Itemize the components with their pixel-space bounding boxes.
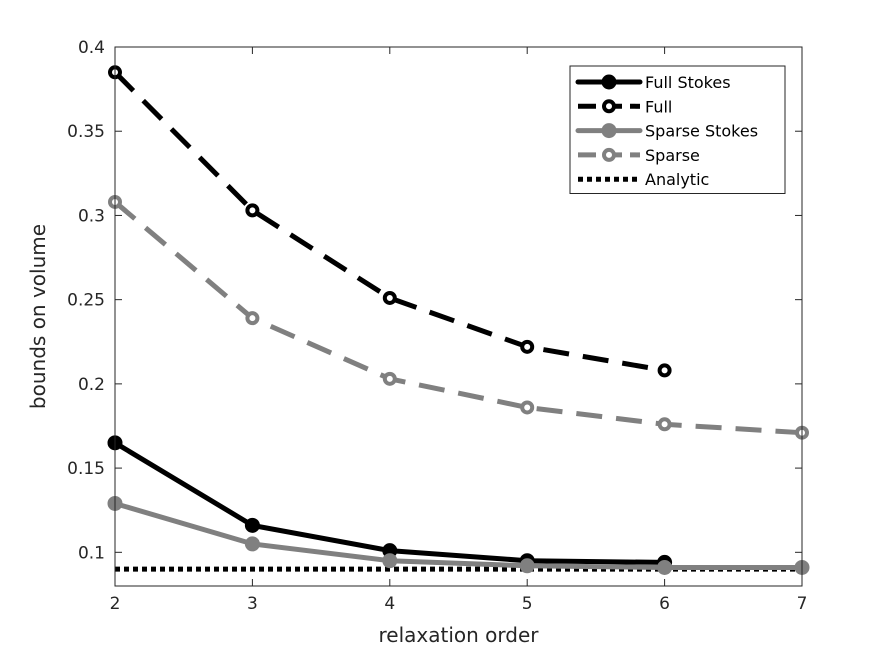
series-line-sparse-stokes bbox=[112, 500, 805, 570]
data-point-sparse bbox=[245, 311, 260, 326]
data-point-sparse bbox=[382, 371, 397, 386]
x-tick-label: 7 bbox=[797, 594, 808, 614]
series-full-stokes bbox=[107, 435, 673, 570]
legend-marker bbox=[601, 74, 617, 90]
axes-box bbox=[114, 46, 803, 587]
y-tick-label: 0.3 bbox=[78, 206, 105, 226]
y-tick-label: 0.35 bbox=[67, 122, 105, 142]
legend-entry-full: Full bbox=[578, 97, 672, 116]
data-point-full bbox=[245, 203, 260, 218]
series-line-sparse bbox=[113, 200, 803, 436]
data-point-sparse-stokes bbox=[244, 536, 260, 552]
legend-entry-analytic: Analytic bbox=[578, 170, 709, 189]
y-tick-label: 0.4 bbox=[78, 38, 105, 58]
y-tick-label: 0.1 bbox=[78, 543, 105, 563]
x-tick-label: 2 bbox=[110, 594, 121, 614]
series-line-full bbox=[113, 70, 666, 373]
series-full bbox=[108, 65, 672, 378]
data-point-sparse-stokes bbox=[657, 559, 673, 575]
legend-label: Sparse bbox=[645, 146, 700, 165]
y-axis-label: bounds on volume bbox=[26, 224, 50, 409]
x-tick-label: 3 bbox=[247, 594, 258, 614]
y-tick-label: 0.25 bbox=[67, 291, 105, 311]
x-tick-label: 4 bbox=[384, 594, 395, 614]
data-point-sparse bbox=[657, 417, 672, 432]
legend-marker bbox=[601, 123, 617, 139]
x-tick-label: 5 bbox=[522, 594, 533, 614]
legend-entry-full-stokes: Full Stokes bbox=[575, 73, 731, 92]
data-point-full bbox=[520, 339, 535, 354]
legend-marker bbox=[602, 99, 616, 114]
legend-label: Analytic bbox=[645, 170, 709, 189]
data-point-full-stokes bbox=[244, 517, 260, 533]
x-axis-label: relaxation order bbox=[379, 623, 540, 647]
legend-entry-sparse: Sparse bbox=[578, 146, 700, 165]
y-tick-label: 0.15 bbox=[67, 459, 105, 479]
y-tick-label: 0.2 bbox=[78, 375, 105, 395]
legend-label: Full bbox=[645, 97, 672, 116]
plot-area bbox=[107, 65, 810, 575]
data-point-sparse-stokes bbox=[382, 553, 398, 569]
series-sparse bbox=[108, 194, 809, 440]
x-tick-label: 6 bbox=[659, 594, 670, 614]
data-point-full bbox=[657, 363, 672, 378]
axes: 2 3 4 5 6 7 0.1 0.15 0.2 0.25 0.3 0.35 0.4 relaxation… bbox=[26, 38, 807, 647]
data-point-full bbox=[382, 290, 397, 305]
legend: Full Stokes Full Sparse Stokes Sparse Analyt… bbox=[569, 65, 786, 194]
series-sparse-stokes bbox=[107, 495, 810, 575]
legend-label: Full Stokes bbox=[645, 73, 731, 92]
data-point-sparse-stokes bbox=[519, 558, 535, 574]
legend-marker bbox=[602, 147, 616, 162]
legend-entry-sparse-stokes: Sparse Stokes bbox=[575, 122, 758, 141]
data-point-sparse bbox=[520, 400, 535, 415]
legend-label: Sparse Stokes bbox=[645, 122, 758, 141]
